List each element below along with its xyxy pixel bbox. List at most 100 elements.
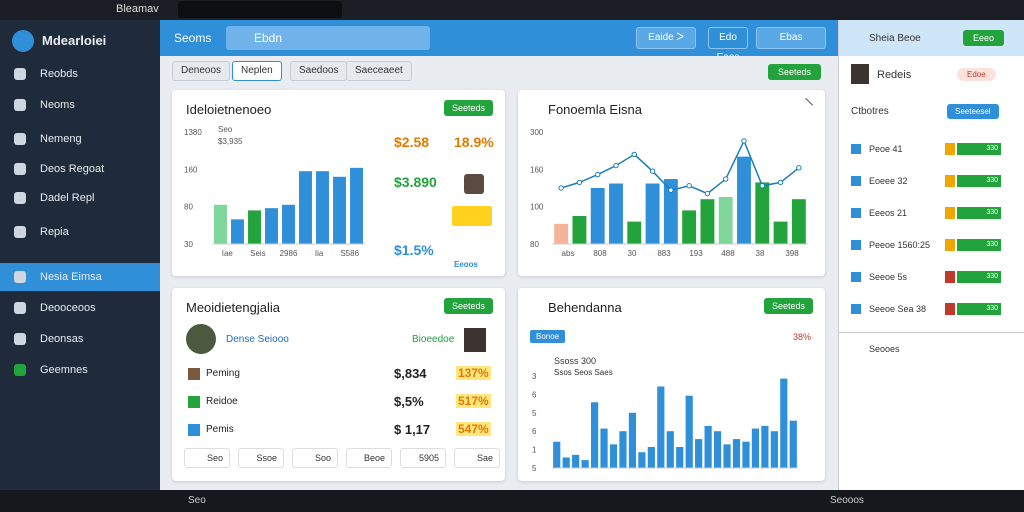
nav-label: Nesia Eimsa xyxy=(40,271,102,283)
right-panel: Sheia Beoe Eeeo Redeis Edoe Ctbotres Seeteese… xyxy=(838,20,1024,490)
action-button[interactable]: Seeteds xyxy=(768,64,822,80)
stat-value: Eeoos xyxy=(454,260,479,269)
axis-label: 80 xyxy=(184,203,193,212)
address-field[interactable] xyxy=(178,1,342,18)
axis-label: 1380 xyxy=(184,128,202,137)
card-button[interactable]: Seeteds xyxy=(763,298,813,314)
tab[interactable]: Neplen xyxy=(232,61,282,81)
header-button[interactable]: Eaide ᐳ xyxy=(636,27,696,49)
card: Fonoemla Eisna 300 160 100 80 abs 808 30 883 193 4… xyxy=(518,90,825,276)
bar xyxy=(755,182,770,244)
axis-label: 30 xyxy=(184,240,193,249)
row-name: Pemis xyxy=(206,424,234,435)
chart-note: $3,935 xyxy=(218,137,243,146)
bar xyxy=(214,204,227,244)
avatar xyxy=(186,324,216,354)
chip[interactable]: Sae xyxy=(454,448,500,468)
row-icon xyxy=(851,176,861,186)
row-value: 330 xyxy=(957,271,1001,283)
chip[interactable]: Seo xyxy=(184,448,230,468)
nav-item[interactable]: Nemeng xyxy=(0,125,160,153)
header-title: Seoms xyxy=(174,31,212,45)
trend-point xyxy=(595,171,601,178)
section-button[interactable]: Seeteesel xyxy=(947,104,999,119)
x-label: 193 xyxy=(689,249,703,258)
footer-item[interactable]: Seooes xyxy=(869,344,900,354)
row-value: $,5% xyxy=(394,394,424,409)
row-label: Peeoe 1560:25 xyxy=(869,240,931,250)
logo xyxy=(12,30,34,52)
trend-point xyxy=(649,168,656,174)
bar xyxy=(737,156,751,244)
axis-label: 6 xyxy=(532,427,537,436)
bar xyxy=(572,454,580,468)
tab[interactable]: Saeceaeet xyxy=(346,61,412,81)
search-box[interactable]: Ebdn xyxy=(226,26,430,50)
axis-label: 300 xyxy=(530,128,544,137)
chart: 3 6 5 6 1 5 xyxy=(532,372,798,472)
bar xyxy=(638,452,646,468)
nav-item[interactable]: Neoms xyxy=(0,91,160,119)
x-label: 30 xyxy=(628,249,637,258)
nav-item[interactable]: Repia xyxy=(0,218,160,246)
badge: Edoe xyxy=(957,68,996,81)
axis-label: 1 xyxy=(532,446,537,455)
header-button[interactable]: Edo Eaes xyxy=(708,27,748,63)
trend-point xyxy=(759,183,765,189)
app-title: Bleamav xyxy=(116,3,159,15)
row-icon xyxy=(851,304,861,314)
user-name: Dense Seiooo xyxy=(226,334,289,345)
chip[interactable]: Beoe xyxy=(346,448,392,468)
x-label: 488 xyxy=(721,249,735,258)
nav-item[interactable]: Dadel Repl xyxy=(0,184,160,212)
tab[interactable]: Deneoos xyxy=(172,61,231,81)
row-mark xyxy=(945,271,955,283)
nav-item[interactable]: Reobds xyxy=(0,60,160,88)
x-label: 883 xyxy=(657,249,671,258)
nav-label: Repia xyxy=(40,226,69,238)
chip[interactable]: Ssoe xyxy=(238,448,284,468)
user-role: Bioeedoe xyxy=(412,334,455,345)
stat-value: $1.5% xyxy=(394,242,434,258)
nav-item[interactable]: Deos Regoat xyxy=(0,155,160,183)
nav-item[interactable]: Deonsas xyxy=(0,325,160,353)
trend-point xyxy=(796,165,802,171)
chip[interactable]: Soo xyxy=(292,448,338,468)
card: Meoidietengjalia Seeteds Dense Seiooo Bioee… xyxy=(172,288,505,481)
row-value: $,834 xyxy=(394,366,427,381)
nav-icon xyxy=(14,271,26,283)
user-name: Redeis xyxy=(877,69,912,81)
section-title: Ctbotres xyxy=(851,106,889,117)
nav-icon xyxy=(14,333,26,345)
chip[interactable]: 5905 xyxy=(400,448,446,468)
bar xyxy=(553,441,561,468)
x-label: 398 xyxy=(785,249,799,258)
bar xyxy=(628,412,637,468)
chart-note: Ssoss 300 xyxy=(554,356,597,366)
tab[interactable]: Saedoos xyxy=(290,61,348,81)
nav-label: Deonsas xyxy=(40,333,84,345)
header: Seoms Ebdn Eaide ᐳ Edo Eaes Ebas xyxy=(160,20,838,63)
nav-item[interactable]: Geemnes xyxy=(0,356,160,384)
bar xyxy=(590,402,599,468)
chart-note: Seo xyxy=(218,125,233,134)
trend-point xyxy=(723,176,729,182)
nav-item[interactable]: Deooceoos xyxy=(0,294,160,322)
trend-point xyxy=(576,179,583,186)
card-button[interactable]: Seeteds xyxy=(443,298,493,314)
panel-button[interactable]: Eeeo xyxy=(963,30,1005,46)
bar xyxy=(723,444,731,468)
row-label: Seeoe 5s xyxy=(869,272,908,282)
row-label: Peoe 41 xyxy=(869,144,903,154)
x-label: abs xyxy=(562,249,575,258)
close[interactable] xyxy=(798,97,814,113)
bar xyxy=(657,386,665,468)
nav-item[interactable]: Nesia Eimsa xyxy=(0,263,160,291)
row-value: 330 xyxy=(957,143,1001,155)
nav-icon xyxy=(14,192,26,204)
header-button[interactable]: Ebas xyxy=(756,27,826,49)
nav-icon xyxy=(14,302,26,314)
nav-label: Deooceoos xyxy=(40,302,96,314)
highlight xyxy=(452,206,492,226)
card-button[interactable]: Seeteds xyxy=(443,100,493,116)
